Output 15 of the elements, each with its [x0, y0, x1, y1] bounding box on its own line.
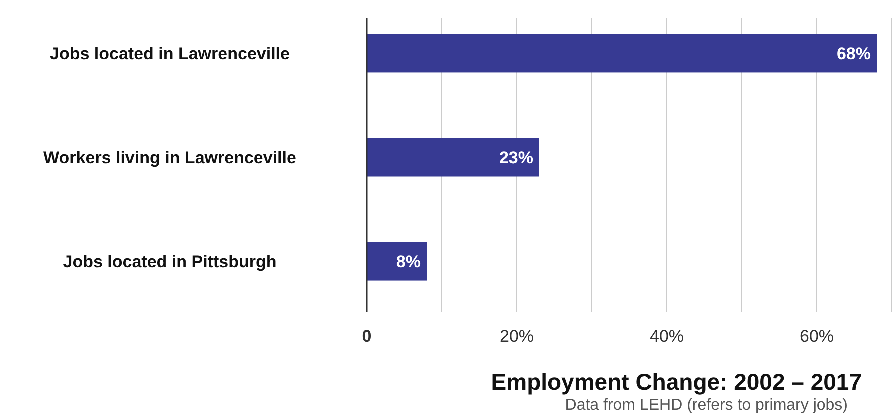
x-axis-title: Employment Change: 2002 – 2017 [491, 369, 862, 395]
bar [367, 34, 877, 73]
x-tick-label: 0 [362, 327, 372, 346]
y-tick-label: Jobs located in Lawrenceville [50, 44, 290, 64]
data-label: 23% [499, 148, 534, 168]
y-tick-label: Jobs located in Pittsburgh [63, 252, 277, 272]
data-label: 68% [836, 44, 871, 64]
y-tick-label: Workers living in Lawrenceville [44, 148, 296, 168]
text: Data from LEHD (refers to primary jobs) [565, 397, 848, 414]
x-tick-label: 40% [650, 327, 684, 346]
data-label: 8% [396, 252, 421, 272]
x-tick-label: 60% [800, 327, 834, 346]
x-tick-label: 20% [500, 327, 534, 346]
bar [367, 242, 427, 281]
bar [367, 138, 540, 177]
